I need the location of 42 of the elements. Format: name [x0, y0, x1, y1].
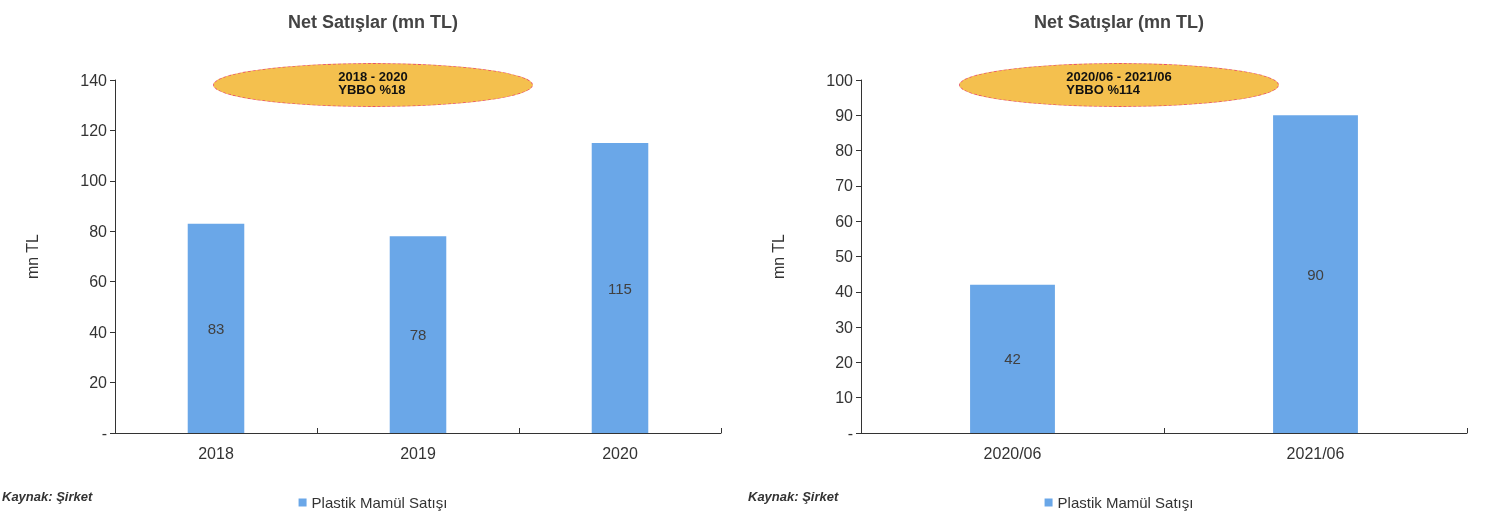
data-label: 42 — [1004, 350, 1021, 368]
y-tick-label: 100 — [80, 172, 108, 190]
annotation: 2020/06 - 2021/06 YBBO %114 — [1066, 69, 1172, 97]
x-tick-label: 2020/06 — [983, 444, 1042, 462]
annotation: 2018 - 2020 YBBO %18 — [338, 69, 408, 97]
y-axis-title: mn TL — [769, 233, 787, 280]
y-tick-label: - — [847, 424, 853, 442]
y-tick-label: 80 — [835, 142, 854, 160]
data-label: 78 — [409, 326, 427, 344]
bar — [591, 143, 649, 433]
chart-title: Net Satışlar (mn TL) — [287, 12, 459, 32]
x-tick-label: 2019 — [400, 444, 436, 462]
legend-label: Plastik Mamül Satışı — [1057, 494, 1194, 511]
y-tick-label: 10 — [835, 389, 854, 407]
text: Kaynak: Şirket — [2, 489, 93, 504]
y-tick-label: 140 — [80, 71, 108, 89]
x-tick-label: 2021/06 — [1286, 444, 1345, 462]
y-tick-label: 120 — [80, 121, 108, 139]
y-tick-label: 20 — [89, 374, 108, 392]
y-tick-label: 100 — [826, 71, 854, 89]
chart-title: Net Satışlar (mn TL) — [1033, 12, 1205, 32]
y-tick-label: 60 — [89, 273, 108, 291]
x-tick-label: 2020 — [602, 444, 638, 462]
data-label: 115 — [608, 279, 632, 297]
bar — [187, 223, 245, 433]
text: Kaynak: Şirket — [748, 489, 839, 504]
x-tick-label: 2018 — [198, 444, 234, 462]
y-tick-label: 30 — [835, 318, 854, 336]
y-tick-label: - — [101, 424, 107, 442]
y-tick-label: 20 — [835, 353, 854, 371]
y-tick-label: 70 — [835, 177, 854, 195]
y-tick-label: 80 — [89, 222, 108, 240]
y-tick-label: 60 — [835, 212, 854, 230]
legend-label: Plastik Mamül Satışı — [311, 494, 448, 511]
data-label: 90 — [1307, 265, 1324, 283]
bar — [389, 236, 447, 433]
y-tick-label: 40 — [89, 323, 108, 341]
y-tick-label: 50 — [835, 248, 854, 265]
y-tick-label: 40 — [835, 283, 854, 301]
y-tick-label: 90 — [835, 106, 854, 124]
y-axis-title: mn TL — [23, 233, 41, 280]
data-label: 83 — [207, 319, 225, 337]
